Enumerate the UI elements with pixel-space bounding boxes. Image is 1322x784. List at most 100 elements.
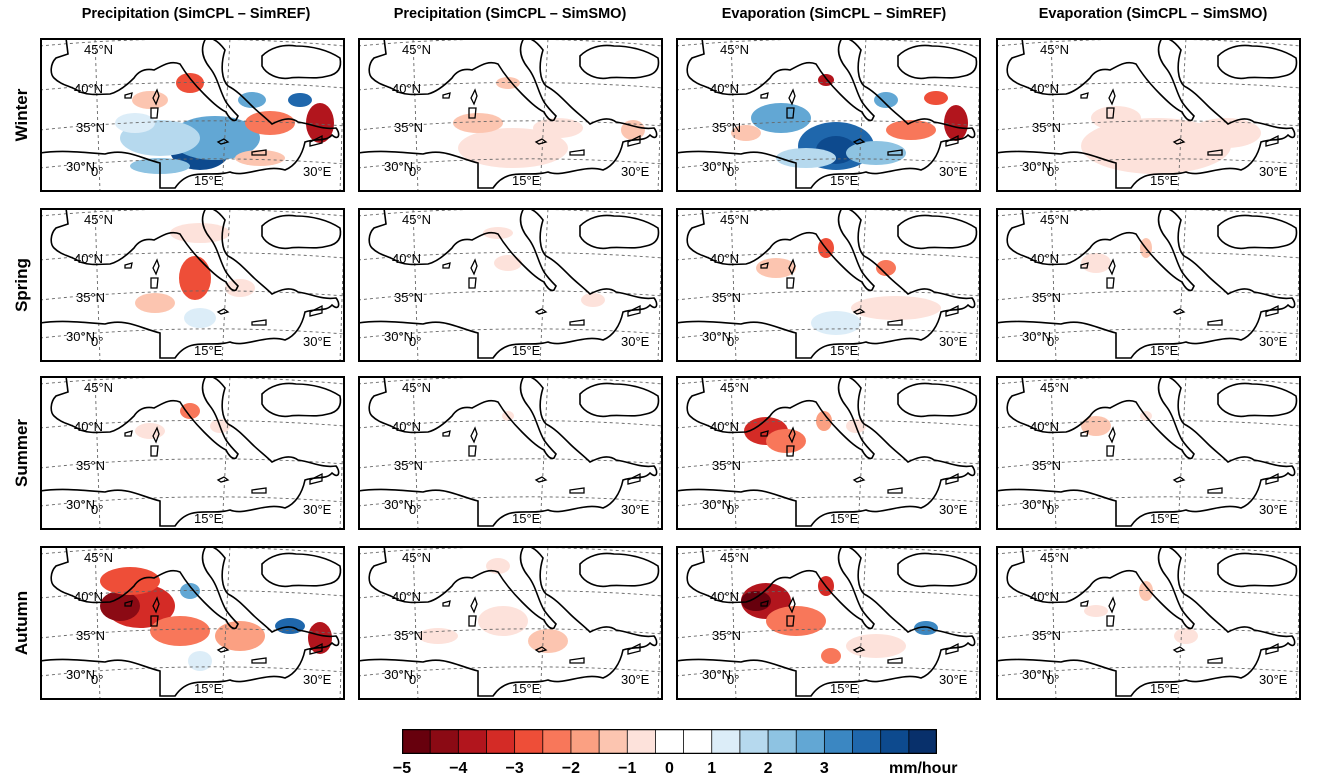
graticule-line — [358, 420, 663, 429]
graticule-line — [996, 252, 1301, 261]
lon-label-0: 0° — [727, 164, 739, 179]
anomaly-patch — [170, 223, 230, 243]
lat-label-40: 40°N — [1030, 251, 1059, 266]
coastline — [216, 138, 230, 145]
anomaly-patch — [1174, 628, 1198, 644]
coastline — [676, 38, 976, 189]
map-svg: 45°N 40°N 35°N 30°N0° 15°E 30°E — [676, 376, 981, 530]
map-frame — [996, 376, 1301, 530]
coastline — [150, 277, 159, 289]
row-label-winter: Winter — [12, 88, 31, 142]
lat-label-45: 45°N — [1040, 550, 1069, 565]
colorbar-segment — [655, 729, 685, 754]
coastline — [261, 382, 342, 418]
graticule-line — [1177, 38, 1187, 192]
map-panel-summer-1: 45°N 40°N 35°N 30°N 0° 15°E 30°E — [40, 376, 345, 530]
map-frame — [676, 546, 981, 700]
anomaly-patch — [533, 118, 583, 138]
lat-label-40: 40°N — [1030, 419, 1059, 434]
lat-label-30: 30°N — [1022, 667, 1051, 682]
anomaly-patch — [766, 606, 826, 636]
colorbar-segment — [908, 729, 937, 754]
lat-label-45: 45°N — [1040, 42, 1069, 57]
lon-label-15: 15°E — [830, 681, 859, 696]
map-frame — [996, 38, 1301, 192]
lat-label-30: 30°N — [1022, 159, 1051, 174]
map-panel-winter-3: 45°N 40°N 35°N 30°N 0° 15°E 30°E — [676, 38, 981, 192]
graticule-line — [412, 208, 419, 362]
coastline — [309, 642, 323, 655]
coastline — [1172, 138, 1186, 145]
map-svg: 45°N 40°N 35°N 30°N0° 15°E 30°E — [358, 208, 663, 362]
graticule-line — [730, 546, 737, 700]
anomaly-patch — [924, 91, 948, 105]
map-svg: 45°N 40°N 35°N 30°N0° 15°E 30°E — [40, 208, 345, 362]
map-svg: 45°N 40°N 35°N 30°N0° 15°E 30°E — [996, 208, 1301, 362]
graticule-line — [1177, 376, 1187, 530]
anomaly-patch — [176, 73, 204, 93]
coastline — [887, 657, 903, 664]
map-svg: 45°N 40°N 35°N 30°N0° 15°E 30°E — [358, 376, 663, 530]
lon-label-0: 0° — [1047, 334, 1059, 349]
coastline — [534, 138, 548, 145]
colorbar-tick: 3 — [819, 760, 829, 777]
coastline — [786, 615, 795, 627]
coastline — [1080, 262, 1089, 269]
coastline — [788, 258, 796, 276]
lon-label-15: 15°E — [512, 343, 541, 358]
colorbar-segment — [683, 729, 713, 754]
coastline — [627, 642, 641, 655]
anomaly-patch — [100, 591, 140, 621]
map-panel-spring-1: 45°N 40°N 35°N 30°N 0° 15°E 30°E — [40, 208, 345, 362]
coastline — [216, 308, 230, 315]
colorbar-segment — [739, 729, 769, 754]
coastline — [897, 382, 978, 418]
lon-label-15: 15°E — [830, 511, 859, 526]
map-frame — [996, 546, 1301, 700]
graticule-line — [358, 328, 663, 339]
coastline — [1106, 277, 1115, 289]
coastline — [358, 208, 658, 359]
lat-label-40: 40°N — [1030, 81, 1059, 96]
colorbar-segment — [430, 729, 459, 754]
anomaly-patch — [225, 279, 255, 297]
lon-label-0: 0° — [91, 672, 103, 687]
colorbar-segment — [768, 729, 797, 754]
graticule-line — [730, 376, 737, 530]
coastline — [676, 376, 976, 527]
lat-label-45: 45°N — [720, 212, 749, 227]
lat-label-45: 45°N — [720, 42, 749, 57]
coastline — [1207, 319, 1223, 326]
lon-label-0: 0° — [409, 502, 421, 517]
anomaly-patch — [821, 648, 841, 664]
anomaly-patch — [751, 103, 811, 133]
coastline — [945, 472, 959, 485]
anomaly-patch — [528, 629, 568, 653]
lat-label-45: 45°N — [402, 550, 431, 565]
coastline — [760, 430, 769, 437]
lat-label-40: 40°N — [392, 81, 421, 96]
lat-label-30: 30°N — [384, 497, 413, 512]
graticule-line — [40, 590, 345, 599]
lat-label-40: 40°N — [1030, 589, 1059, 604]
anomaly-patch — [135, 423, 165, 439]
lat-label-45: 45°N — [402, 42, 431, 57]
anomaly-patch — [776, 148, 836, 168]
colorbar-segment — [570, 729, 600, 754]
coastline — [996, 38, 1296, 189]
lon-label-30: 30°E — [621, 334, 650, 349]
graticule-line — [676, 666, 981, 677]
lon-label-30: 30°E — [939, 334, 968, 349]
anomaly-patch — [766, 429, 806, 453]
lon-label-30: 30°E — [303, 672, 332, 687]
coastline — [579, 382, 660, 418]
lat-label-30: 30°N — [66, 497, 95, 512]
lon-label-30: 30°E — [1259, 502, 1288, 517]
lon-label-15: 15°E — [1150, 681, 1179, 696]
graticule-line — [996, 158, 1301, 169]
graticule-line — [40, 328, 345, 339]
graticule-line — [539, 38, 549, 192]
coastline — [150, 107, 159, 119]
coastline — [897, 44, 978, 80]
coastline — [786, 277, 795, 289]
